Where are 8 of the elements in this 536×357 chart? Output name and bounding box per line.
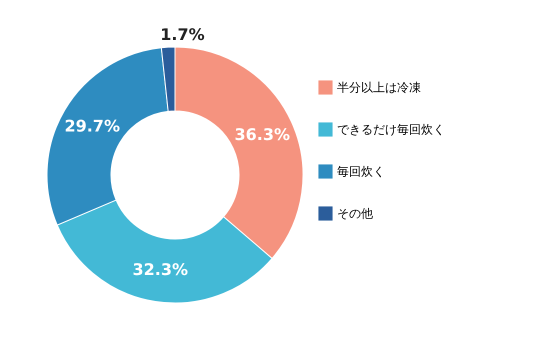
data-label: 1.7% [160, 25, 205, 44]
data-label: 36.3% [234, 124, 290, 144]
legend-label: その他 [337, 206, 373, 220]
legend-label: 半分以上は冷凍 [337, 80, 421, 94]
data-label: 29.7% [64, 116, 120, 136]
legend-label: 毎回炊く [337, 164, 385, 178]
legend-label: できるだけ毎回炊く [337, 122, 445, 136]
data-label: 32.3% [132, 260, 188, 279]
